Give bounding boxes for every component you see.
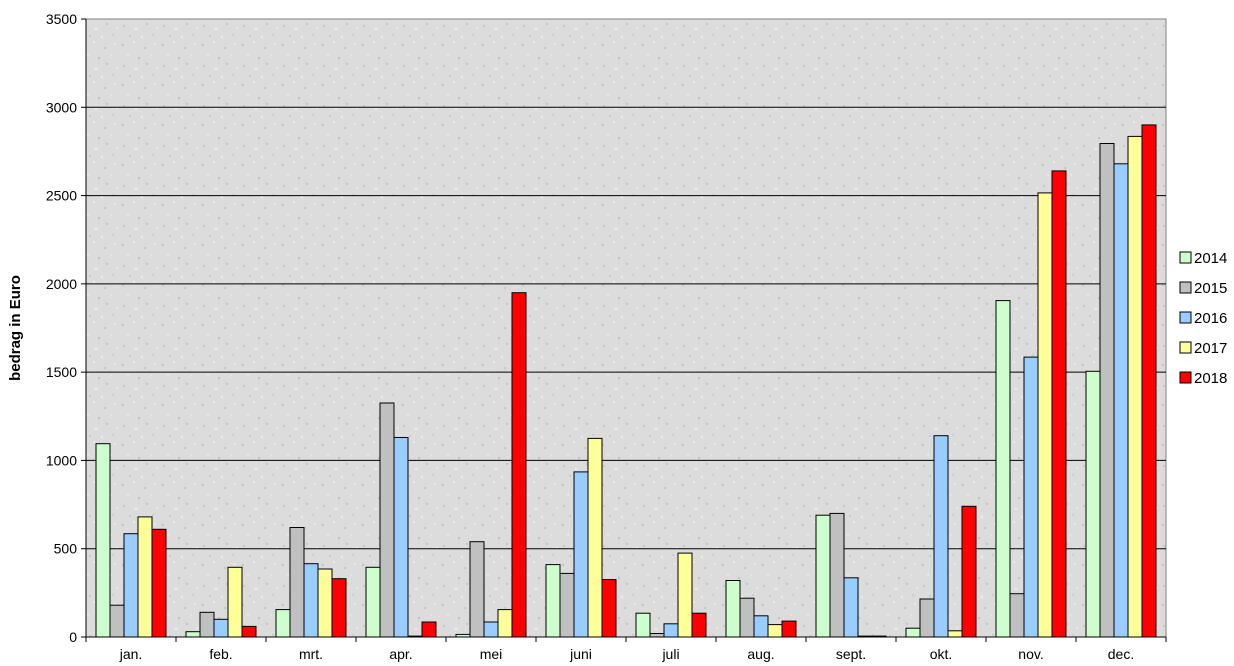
x-tick-label: apr. xyxy=(389,646,412,662)
y-tick-label: 500 xyxy=(54,541,78,557)
bar-2017-5 xyxy=(587,437,603,638)
x-tick-label: mrt. xyxy=(299,646,323,662)
bar-2014-3 xyxy=(365,566,381,638)
legend-swatch-2017 xyxy=(1179,341,1192,354)
bar-2017-11 xyxy=(1127,135,1143,638)
bar-2015-8 xyxy=(829,512,845,638)
bar-2017-2 xyxy=(317,568,333,638)
bar-2016-2 xyxy=(303,563,319,638)
bar-2017-4 xyxy=(497,609,513,638)
bar-2016-8 xyxy=(843,577,859,638)
bar-2015-1 xyxy=(199,611,215,638)
legend-label-2014: 2014 xyxy=(1194,250,1227,267)
bar-2016-10 xyxy=(1023,356,1039,638)
x-tick-label: feb. xyxy=(209,646,232,662)
bar-2016-0 xyxy=(123,533,139,638)
bar-2016-5 xyxy=(573,471,589,638)
x-tick-label: nov. xyxy=(1018,646,1043,662)
bar-2018-3 xyxy=(421,621,437,638)
y-tick-label: 0 xyxy=(69,629,77,645)
x-tick-label: sept. xyxy=(836,646,866,662)
bar-2015-2 xyxy=(289,527,305,638)
bar-2014-7 xyxy=(725,580,741,638)
bar-2016-11 xyxy=(1113,163,1129,638)
bar-2017-7 xyxy=(767,624,783,638)
bar-2018-2 xyxy=(331,578,347,638)
y-tick-label: 1500 xyxy=(46,364,77,380)
bar-2014-11 xyxy=(1085,370,1101,638)
bar-2014-1 xyxy=(185,631,201,638)
bar-2018-7 xyxy=(781,620,797,638)
bar-2014-6 xyxy=(635,612,651,638)
bar-2018-1 xyxy=(241,625,257,638)
bar-2018-0 xyxy=(151,528,167,638)
bar-2015-6 xyxy=(649,633,665,638)
bar-2016-1 xyxy=(213,618,229,638)
bar-2015-0 xyxy=(109,604,125,638)
y-tick-label: 3000 xyxy=(46,99,77,115)
bar-2015-5 xyxy=(559,572,575,638)
y-tick-label: 3500 xyxy=(46,11,77,27)
bar-2017-0 xyxy=(137,516,153,638)
bar-2014-9 xyxy=(905,627,921,638)
legend-swatch-2016 xyxy=(1179,311,1192,324)
bar-2018-11 xyxy=(1141,124,1157,638)
y-axis-title: bedrag in Euro xyxy=(7,275,24,381)
bar-2015-3 xyxy=(379,402,395,638)
y-tick-label: 2500 xyxy=(46,188,77,204)
x-tick-label: jan. xyxy=(119,646,143,662)
legend-label-2015: 2015 xyxy=(1194,280,1227,297)
bar-2014-5 xyxy=(545,564,561,638)
bar-2015-7 xyxy=(739,597,755,638)
x-tick-label: mei xyxy=(480,646,503,662)
bar-2017-10 xyxy=(1037,192,1053,638)
legend-label-2018: 2018 xyxy=(1194,370,1227,387)
y-tick-label: 2000 xyxy=(46,276,77,292)
legend-label-2017: 2017 xyxy=(1194,340,1227,357)
gridlines xyxy=(86,106,1166,550)
bar-2016-6 xyxy=(663,623,679,638)
plot-area xyxy=(85,18,1167,638)
bar-2015-9 xyxy=(919,598,935,638)
x-tick-label: juli xyxy=(661,646,679,662)
bar-2015-11 xyxy=(1099,143,1115,638)
bar-2017-1 xyxy=(227,566,243,638)
axes: 0 500 1000 1500 2000 2500 3000 3500 jan. feb. mrt.… xyxy=(46,11,1167,662)
bar-2016-3 xyxy=(393,437,409,638)
legend-swatch-2014 xyxy=(1179,251,1192,264)
bar-2014-8 xyxy=(815,514,831,638)
bar-2014-10 xyxy=(995,300,1011,638)
x-tick-label: aug. xyxy=(747,646,774,662)
x-tick-label: okt. xyxy=(930,646,953,662)
bar-2015-10 xyxy=(1009,593,1025,638)
legend-swatch-2018 xyxy=(1179,371,1192,384)
bar-2015-4 xyxy=(469,541,485,638)
bar-2018-4 xyxy=(511,292,527,638)
bar-2017-9 xyxy=(947,630,963,638)
bar-2018-6 xyxy=(691,612,707,638)
legend-swatch-2015 xyxy=(1179,281,1192,294)
bar-2014-2 xyxy=(275,609,291,638)
y-tick-label: 1000 xyxy=(46,452,77,468)
bar-2016-9 xyxy=(933,435,949,638)
bar-2017-6 xyxy=(677,552,693,638)
bar-2014-0 xyxy=(95,443,111,638)
legend: 2014 2015 2016 2017 2018 xyxy=(1179,250,1227,387)
x-tick-label: dec. xyxy=(1108,646,1134,662)
bars xyxy=(95,124,1157,638)
bar-2018-9 xyxy=(961,505,977,638)
bar-2016-4 xyxy=(483,621,499,638)
x-tick-label: juni xyxy=(569,646,592,662)
bar-2018-5 xyxy=(601,579,617,638)
bar-2018-10 xyxy=(1051,170,1067,638)
bar-2016-7 xyxy=(753,615,769,638)
legend-label-2016: 2016 xyxy=(1194,310,1227,327)
